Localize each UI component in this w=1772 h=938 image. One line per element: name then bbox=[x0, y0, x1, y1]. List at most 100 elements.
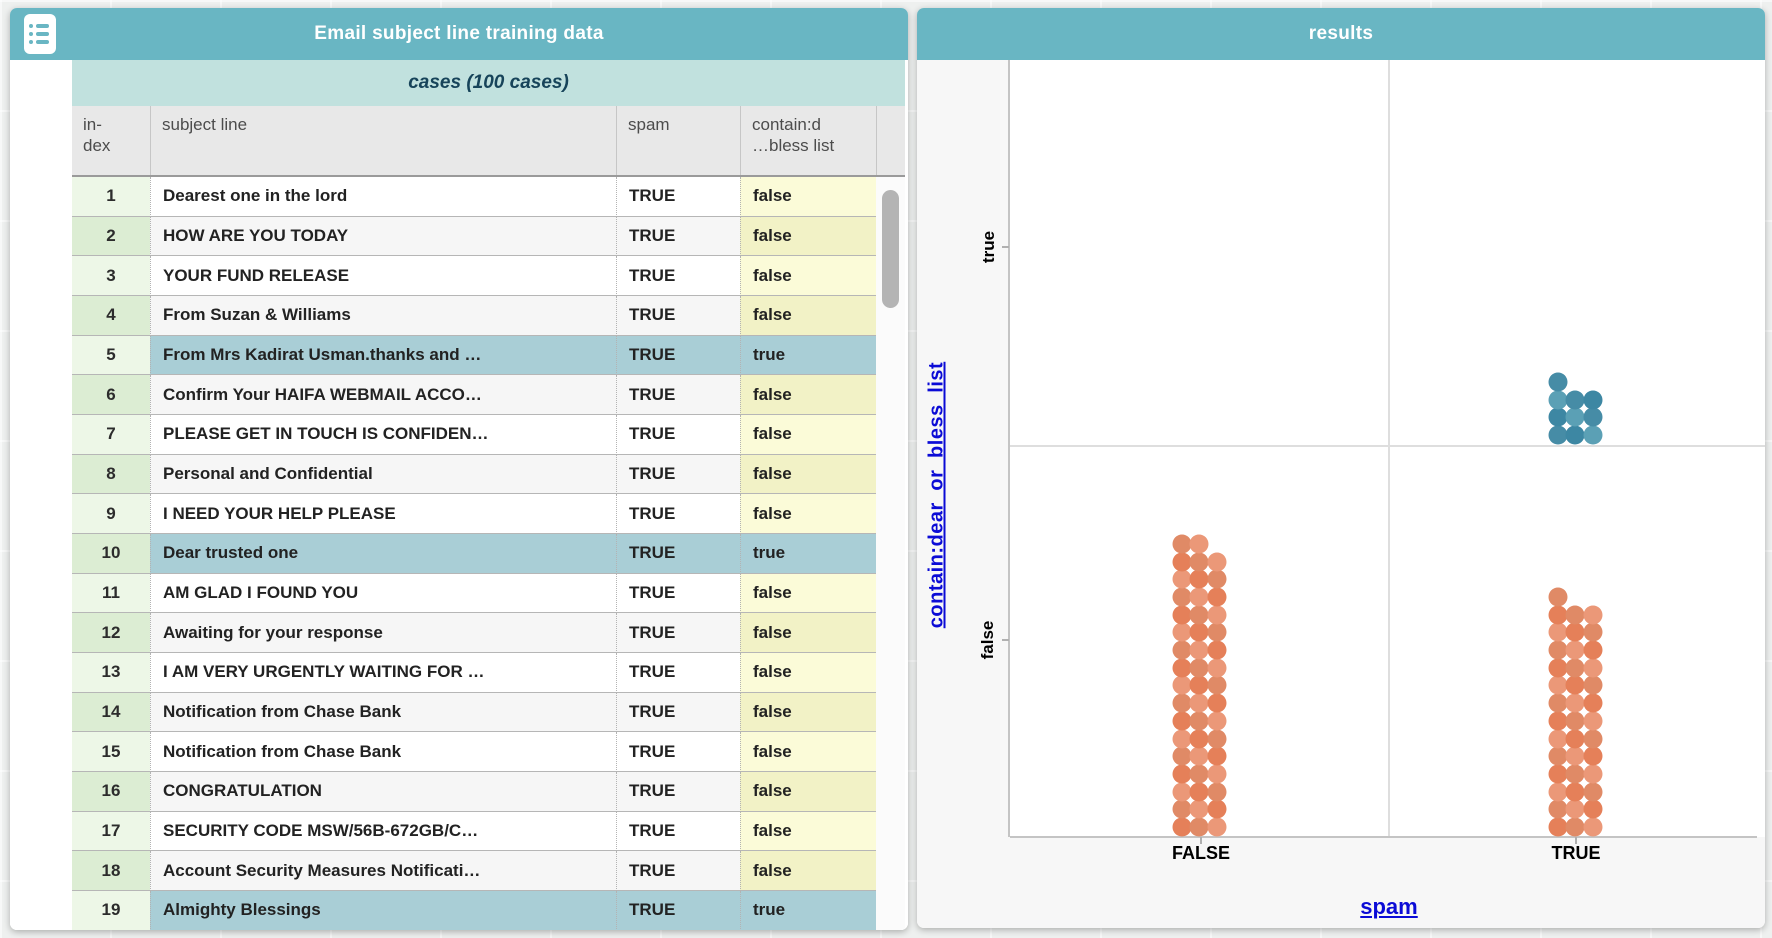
table-row[interactable]: 1 Dearest one in the lord TRUE false bbox=[72, 177, 876, 217]
data-point[interactable] bbox=[1565, 782, 1585, 802]
cell-subj[interactable]: CONGRATULATION bbox=[150, 772, 616, 812]
data-point[interactable] bbox=[1207, 799, 1226, 819]
data-point[interactable] bbox=[1207, 622, 1226, 642]
table-row[interactable]: 11 AM GLAD I FOUND YOU TRUE false bbox=[72, 573, 876, 614]
x-axis-label[interactable]: spam bbox=[1360, 894, 1418, 919]
data-point[interactable] bbox=[1172, 622, 1191, 642]
cell-cont[interactable]: false bbox=[740, 692, 876, 733]
cell-idx[interactable]: 13 bbox=[72, 653, 150, 693]
cell-cont[interactable]: false bbox=[740, 811, 876, 852]
data-point[interactable] bbox=[1189, 799, 1209, 819]
cell-spam[interactable]: TRUE bbox=[616, 653, 740, 693]
cell-subj[interactable]: I NEED YOUR HELP PLEASE bbox=[150, 494, 616, 535]
cell-spam[interactable]: TRUE bbox=[616, 732, 740, 773]
cell-idx[interactable]: 2 bbox=[72, 216, 150, 257]
cell-cont[interactable]: true bbox=[740, 534, 876, 574]
data-point[interactable] bbox=[1207, 658, 1226, 678]
data-point[interactable] bbox=[1548, 817, 1567, 837]
data-point[interactable] bbox=[1548, 799, 1567, 819]
cell-subj[interactable]: PLEASE GET IN TOUCH IS CONFIDEN… bbox=[150, 415, 616, 455]
cell-spam[interactable]: TRUE bbox=[616, 216, 740, 257]
data-point[interactable] bbox=[1207, 764, 1226, 784]
cell-spam[interactable]: TRUE bbox=[616, 415, 740, 455]
data-point[interactable] bbox=[1548, 693, 1567, 713]
data-point[interactable] bbox=[1548, 729, 1567, 748]
data-point[interactable] bbox=[1548, 605, 1567, 625]
table-row[interactable]: 16 CONGRATULATION TRUE false bbox=[72, 772, 876, 812]
cell-idx[interactable]: 17 bbox=[72, 811, 150, 852]
data-point[interactable] bbox=[1189, 587, 1209, 607]
cell-spam[interactable]: TRUE bbox=[616, 772, 740, 812]
cell-cont[interactable]: false bbox=[740, 772, 876, 812]
table-row[interactable]: 18 Account Security Measures Notificati… T… bbox=[72, 851, 876, 892]
cell-subj[interactable]: YOUR FUND RELEASE bbox=[150, 256, 616, 297]
data-point[interactable] bbox=[1565, 622, 1585, 642]
data-point[interactable] bbox=[1172, 605, 1191, 625]
collection-header[interactable]: cases (100 cases) bbox=[72, 60, 905, 106]
data-point[interactable] bbox=[1172, 534, 1191, 554]
cell-spam[interactable]: TRUE bbox=[616, 613, 740, 654]
data-point[interactable] bbox=[1172, 658, 1191, 678]
data-point[interactable] bbox=[1172, 587, 1191, 607]
case-table-titlebar[interactable]: Email subject line training data bbox=[10, 8, 908, 60]
data-point[interactable] bbox=[1565, 425, 1585, 445]
data-point[interactable] bbox=[1172, 693, 1191, 713]
data-point[interactable] bbox=[1565, 711, 1585, 731]
data-point[interactable] bbox=[1565, 729, 1585, 748]
table-row[interactable]: 3 YOUR FUND RELEASE TRUE false bbox=[72, 256, 876, 297]
table-row[interactable]: 2 HOW ARE YOU TODAY TRUE false bbox=[72, 216, 876, 257]
cell-subj[interactable]: Almighty Blessings bbox=[150, 891, 616, 930]
data-point[interactable] bbox=[1565, 407, 1585, 427]
table-row[interactable]: 13 I AM VERY URGENTLY WAITING FOR … TRUE fa… bbox=[72, 653, 876, 693]
cell-subj[interactable]: Dearest one in the lord bbox=[150, 177, 616, 217]
cell-spam[interactable]: TRUE bbox=[616, 335, 740, 376]
table-row[interactable]: 15 Notification from Chase Bank TRUE false bbox=[72, 732, 876, 773]
cell-subj[interactable]: HOW ARE YOU TODAY bbox=[150, 216, 616, 257]
cell-cont[interactable]: true bbox=[740, 335, 876, 376]
table-scrollbar-thumb[interactable] bbox=[882, 190, 899, 308]
data-point[interactable] bbox=[1548, 587, 1567, 607]
cell-idx[interactable]: 14 bbox=[72, 692, 150, 733]
data-point[interactable] bbox=[1548, 658, 1567, 678]
cell-subj[interactable]: Personal and Confidential bbox=[150, 454, 616, 495]
data-point[interactable] bbox=[1583, 622, 1602, 642]
column-header-spam[interactable]: spam bbox=[616, 106, 740, 175]
data-point[interactable] bbox=[1548, 407, 1567, 427]
data-point[interactable] bbox=[1583, 390, 1602, 410]
data-point[interactable] bbox=[1207, 711, 1226, 731]
data-point[interactable] bbox=[1583, 817, 1602, 837]
data-point[interactable] bbox=[1172, 569, 1191, 589]
data-point[interactable] bbox=[1548, 372, 1567, 392]
cell-subj[interactable]: Notification from Chase Bank bbox=[150, 732, 616, 773]
cell-idx[interactable]: 8 bbox=[72, 454, 150, 495]
data-point[interactable] bbox=[1189, 534, 1209, 554]
cell-idx[interactable]: 12 bbox=[72, 613, 150, 654]
table-row[interactable]: 12 Awaiting for your response TRUE false bbox=[72, 613, 876, 654]
data-point[interactable] bbox=[1172, 764, 1191, 784]
data-point[interactable] bbox=[1172, 675, 1191, 695]
table-row[interactable]: 7 PLEASE GET IN TOUCH IS CONFIDEN… TRUE fal… bbox=[72, 415, 876, 455]
data-point[interactable] bbox=[1189, 817, 1209, 837]
data-point[interactable] bbox=[1565, 390, 1585, 410]
data-point[interactable] bbox=[1172, 552, 1191, 571]
data-point[interactable] bbox=[1548, 746, 1567, 766]
data-point[interactable] bbox=[1189, 640, 1209, 660]
data-point[interactable] bbox=[1548, 425, 1567, 445]
table-scrollbar-track[interactable] bbox=[876, 177, 905, 930]
cell-spam[interactable]: TRUE bbox=[616, 891, 740, 930]
table-row[interactable]: 14 Notification from Chase Bank TRUE false bbox=[72, 692, 876, 733]
data-point[interactable] bbox=[1172, 799, 1191, 819]
data-point[interactable] bbox=[1583, 693, 1602, 713]
data-point[interactable] bbox=[1207, 640, 1226, 660]
cell-cont[interactable]: false bbox=[740, 415, 876, 455]
data-point[interactable] bbox=[1565, 640, 1585, 660]
data-point[interactable] bbox=[1172, 817, 1191, 837]
cell-idx[interactable]: 10 bbox=[72, 534, 150, 574]
table-row[interactable]: 5 From Mrs Kadirat Usman.thanks and … TRUE… bbox=[72, 335, 876, 376]
data-point[interactable] bbox=[1583, 658, 1602, 678]
graph-titlebar[interactable]: results bbox=[917, 8, 1765, 60]
cell-cont[interactable]: false bbox=[740, 851, 876, 892]
cell-idx[interactable]: 11 bbox=[72, 573, 150, 614]
data-point[interactable] bbox=[1583, 746, 1602, 766]
table-row[interactable]: 10 Dear trusted one TRUE true bbox=[72, 534, 876, 574]
